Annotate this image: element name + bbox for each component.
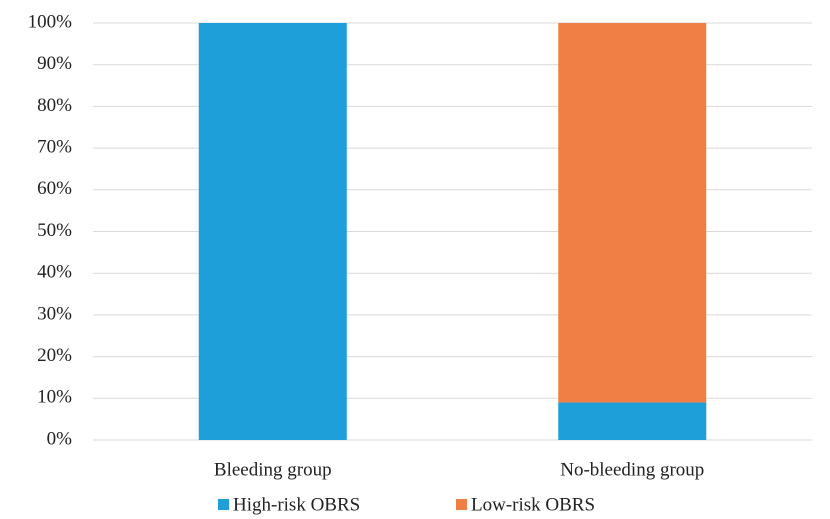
y-tick-label: 20% bbox=[37, 345, 72, 366]
y-tick-label: 30% bbox=[37, 303, 72, 324]
bar-segment bbox=[558, 402, 707, 440]
y-tick-label: 100% bbox=[28, 11, 73, 32]
y-tick-label: 50% bbox=[37, 220, 72, 241]
y-tick-label: 90% bbox=[37, 53, 72, 74]
y-tick-label: 0% bbox=[47, 428, 73, 449]
y-tick-label: 10% bbox=[37, 387, 72, 408]
bar-segment bbox=[198, 23, 347, 440]
legend-swatch bbox=[218, 499, 229, 510]
y-tick-label: 60% bbox=[37, 178, 72, 199]
y-tick-label: 40% bbox=[37, 262, 72, 283]
bar-segment bbox=[558, 23, 707, 403]
legend-label: High-risk OBRS bbox=[233, 494, 360, 515]
legend-swatch bbox=[456, 499, 467, 510]
y-tick-label: 70% bbox=[37, 136, 72, 157]
x-tick-label: No-bleeding group bbox=[560, 459, 704, 480]
y-tick-label: 80% bbox=[37, 95, 72, 116]
legend-label: Low-risk OBRS bbox=[471, 494, 595, 515]
x-tick-label: Bleeding group bbox=[214, 459, 332, 480]
